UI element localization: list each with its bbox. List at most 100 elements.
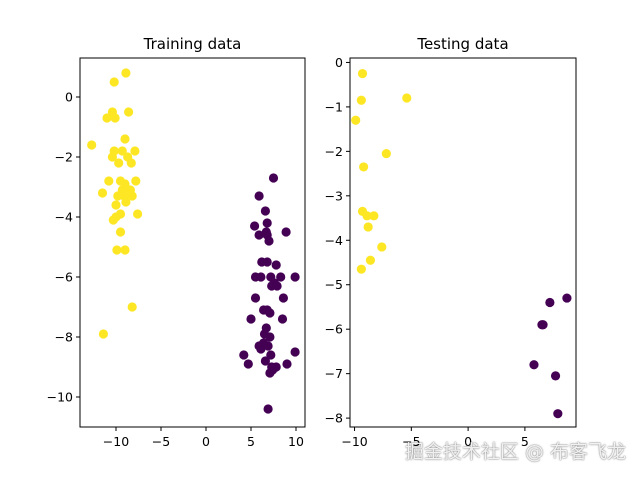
training-point-class-0 (260, 356, 270, 366)
training-point-class-1 (121, 68, 131, 78)
testing-y-tick-label: −5 (325, 277, 343, 292)
training-point-class-0 (264, 236, 274, 246)
training-point-class-1 (133, 209, 143, 219)
training-y-tick-label: −6 (55, 270, 73, 285)
testing-plot-frame (349, 57, 577, 428)
testing-point-class-0 (529, 360, 539, 370)
training-point-class-1 (98, 329, 108, 339)
training-point-class-0 (256, 344, 266, 354)
training-point-class-1 (110, 113, 120, 123)
training-title: Training data (143, 35, 242, 53)
training-point-class-0 (277, 314, 288, 324)
testing-point-class-1 (381, 148, 391, 159)
testing-point-class-1 (351, 115, 361, 125)
training-point-class-0 (281, 227, 291, 237)
training-point-class-0 (271, 260, 281, 270)
training-plot-frame (79, 57, 306, 428)
training-x-tick-label: 10 (288, 434, 304, 449)
training-point-class-1 (127, 191, 137, 201)
testing-point-class-0 (545, 297, 555, 308)
training-point-class-1 (120, 134, 130, 144)
training-point-class-0 (260, 206, 270, 216)
testing-points (351, 68, 572, 419)
testing-ticks: −10 −5 0 5 0 −1 −2 −3 −4 −5 −6 −7 −8 (325, 55, 529, 449)
training-y-tick-label: 0 (65, 90, 73, 105)
training-point-class-0 (254, 191, 264, 201)
testing-y-tick-label: −4 (325, 233, 343, 248)
training-point-class-0 (290, 347, 300, 357)
testing-x-tick-label: −5 (402, 434, 420, 449)
testing-x-tick-label: 5 (521, 434, 529, 449)
training-point-class-1 (115, 227, 126, 237)
training-point-class-0 (276, 272, 286, 282)
training-point-class-0 (239, 350, 249, 360)
testing-x-tick-label: 0 (464, 434, 472, 449)
training-point-class-1 (126, 158, 136, 168)
training-point-class-1 (97, 188, 108, 198)
training-point-class-1 (107, 152, 117, 162)
training-point-class-0 (290, 272, 300, 282)
testing-title: Testing data (416, 35, 508, 53)
testing-point-class-1 (362, 211, 372, 221)
testing-point-class-0 (562, 293, 572, 303)
testing-point-class-1 (356, 95, 366, 105)
training-point-class-0 (262, 218, 272, 228)
testing-data-panel: −10 −5 0 5 0 −1 −2 −3 −4 −5 −6 −7 −8 Testing data (325, 35, 577, 449)
training-point-class-1 (108, 215, 118, 225)
training-y-tick-label: −8 (55, 330, 73, 345)
training-point-class-0 (266, 350, 276, 360)
testing-x-tick-label: −10 (341, 434, 367, 449)
testing-point-class-1 (357, 68, 368, 79)
watermark: 掘金技术社区 @ 布客飞龙 (404, 441, 626, 463)
training-point-class-0 (256, 272, 266, 282)
testing-point-class-1 (369, 211, 379, 221)
training-point-class-1 (102, 113, 112, 123)
training-point-class-0 (265, 368, 275, 378)
training-x-tick-label: −5 (152, 434, 170, 449)
training-point-class-0 (265, 332, 275, 342)
training-point-class-0 (282, 359, 292, 369)
testing-point-class-1 (356, 264, 366, 274)
training-point-class-1 (87, 140, 97, 150)
testing-y-tick-label: −3 (325, 188, 343, 203)
training-point-class-1 (117, 146, 127, 156)
testing-y-tick-label: −7 (325, 366, 343, 381)
testing-point-class-1 (365, 255, 376, 265)
testing-point-class-0 (537, 320, 547, 330)
testing-y-tick-label: −8 (325, 411, 343, 426)
training-points (87, 68, 300, 414)
training-x-tick-label: −10 (103, 434, 129, 449)
training-point-class-1 (104, 176, 114, 186)
training-ticks: −10 −5 0 5 10 0 −2 −4 −6 −8 −10 (47, 90, 304, 450)
testing-point-class-0 (550, 371, 561, 381)
testing-y-tick-label: 0 (335, 55, 343, 70)
training-point-class-1 (109, 77, 119, 87)
training-point-class-0 (246, 314, 256, 324)
training-y-tick-label: −2 (55, 150, 73, 165)
training-point-class-0 (243, 359, 253, 369)
testing-point-class-1 (377, 242, 387, 252)
training-point-class-0 (278, 293, 288, 303)
training-point-class-0 (250, 221, 260, 231)
training-y-tick-label: −10 (47, 390, 73, 405)
training-point-class-0 (263, 404, 273, 414)
training-data-panel: −10 −5 0 5 10 0 −2 −4 −6 −8 −10 Training data (47, 35, 306, 450)
training-y-tick-label: −4 (55, 210, 73, 225)
training-point-class-1 (130, 146, 140, 156)
training-point-class-1 (121, 197, 131, 207)
training-point-class-1 (111, 200, 121, 210)
training-point-class-1 (112, 245, 122, 255)
training-point-class-1 (131, 176, 141, 186)
training-x-tick-label: 5 (247, 434, 255, 449)
training-point-class-0 (267, 281, 277, 291)
training-point-class-0 (268, 173, 279, 183)
training-point-class-0 (250, 293, 261, 303)
training-point-class-0 (254, 230, 264, 240)
testing-y-tick-label: −6 (325, 322, 343, 337)
training-point-class-1 (127, 302, 137, 312)
training-point-class-1 (113, 191, 123, 201)
testing-y-tick-label: −2 (325, 144, 343, 159)
training-point-class-1 (124, 107, 134, 117)
training-point-class-1 (114, 158, 124, 168)
